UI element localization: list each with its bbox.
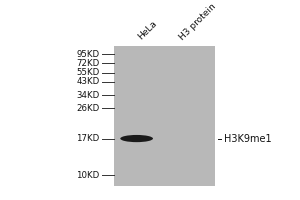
Text: 10KD: 10KD xyxy=(76,171,100,180)
Text: 55KD: 55KD xyxy=(76,68,100,77)
Ellipse shape xyxy=(120,135,153,142)
Text: H3K9me1: H3K9me1 xyxy=(224,134,272,144)
Text: 43KD: 43KD xyxy=(76,77,100,86)
Text: 95KD: 95KD xyxy=(76,50,100,59)
Bar xyxy=(114,46,215,186)
Text: HeLa: HeLa xyxy=(136,19,159,42)
Text: 72KD: 72KD xyxy=(76,59,100,68)
Text: H3 protein: H3 protein xyxy=(178,2,218,42)
Text: 34KD: 34KD xyxy=(76,91,100,100)
Text: 17KD: 17KD xyxy=(76,134,100,143)
Text: 26KD: 26KD xyxy=(76,104,100,113)
